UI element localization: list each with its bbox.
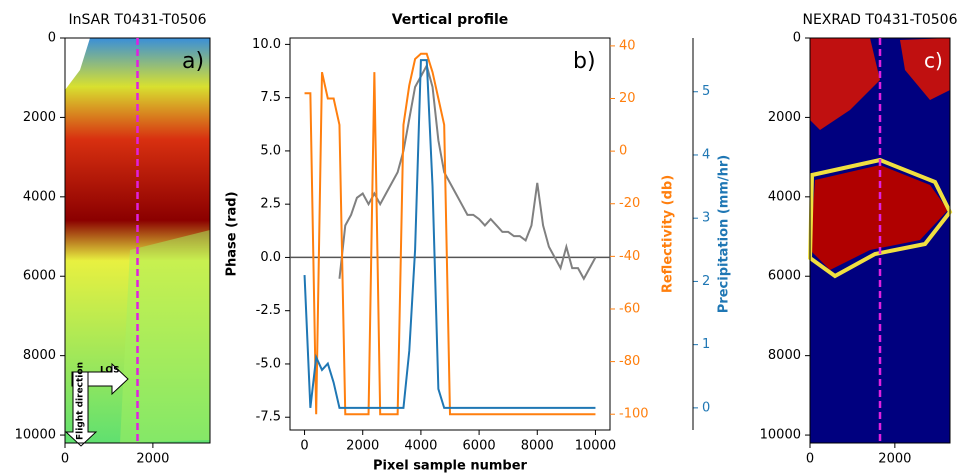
y-tick-label: 7.5 [260,90,281,105]
arrow-label: LOS [100,366,120,376]
series-line [304,52,596,416]
y-tick-label: 3 [702,211,710,226]
panel-label: a) [182,49,204,74]
nexrad-image [807,38,953,443]
x-tick-label: 10000 [575,439,616,454]
y-tick-label: -100 [619,407,649,422]
axes-frame [289,37,611,431]
y-tick-label: 4 [702,147,710,162]
y-tick-label: 2.5 [260,197,281,212]
chart-title: InSAR T0431-T0506 [68,12,206,28]
y-tick-label: 2 [702,274,710,289]
y-tick-label: 0.0 [260,250,281,265]
arrows [64,362,129,447]
x-tick-label: 2000 [346,439,379,454]
y-tick-label: -40 [619,249,640,264]
y-tick-label: -80 [619,354,640,369]
y-tick-label: 8000 [768,348,801,363]
y-tick-label: 5.0 [260,143,281,158]
chart-title: NEXRAD T0431-T0506 [802,12,957,28]
y-tick-label: 8000 [23,348,56,363]
y-tick-label: 10000 [760,428,801,443]
y-tick-label: 6000 [768,269,801,284]
x-tick-label: 4000 [404,439,437,454]
x-tick-label: 0 [61,452,69,467]
y-tick-label: 20 [619,91,636,106]
y-axis-label: Precipitation (mm/hr) [717,155,732,313]
panel-label: c) [924,49,943,73]
y-tick-label: 10.0 [252,37,281,52]
y-tick-label: 0 [619,144,627,159]
y-tick-label: 0 [702,400,710,415]
y-tick-label: 5 [702,84,710,99]
y-tick-label: 10000 [15,428,56,443]
x-tick-label: 2000 [878,452,911,467]
y-tick-label: 6000 [23,269,56,284]
y-tick-label: 1 [702,337,710,352]
panel-label: b) [573,49,596,74]
y-tick-label: 4000 [768,189,801,204]
x-tick-label: 6000 [463,439,496,454]
x-tick-label: 8000 [521,439,554,454]
y-tick-label: -20 [619,196,640,211]
y-tick-label: -7.5 [256,410,281,425]
y-tick-label: 0 [793,31,801,46]
series-line [303,59,596,409]
x-tick-label: 2000 [136,452,169,467]
y-tick-label: 2000 [768,110,801,125]
y-tick-label: 0 [48,31,56,46]
y-tick-label: 2000 [23,110,56,125]
x-axis-label: Pixel sample number [373,459,528,474]
y-tick-label: -60 [619,301,640,316]
y-tick-label: -5.0 [256,356,281,371]
series-line [338,63,597,281]
x-tick-label: 0 [300,439,308,454]
arrow-label: Flight direction [76,362,86,440]
y-tick-label: 4000 [23,189,56,204]
y-axis-label: Phase (rad) [225,191,240,276]
x-tick-label: 0 [806,452,814,467]
chart-title: Vertical profile [392,12,509,28]
y-tick-label: 40 [619,38,636,53]
y-tick-label: -2.5 [256,303,281,318]
y-axis-label: Reflectivity (db) [661,175,676,293]
